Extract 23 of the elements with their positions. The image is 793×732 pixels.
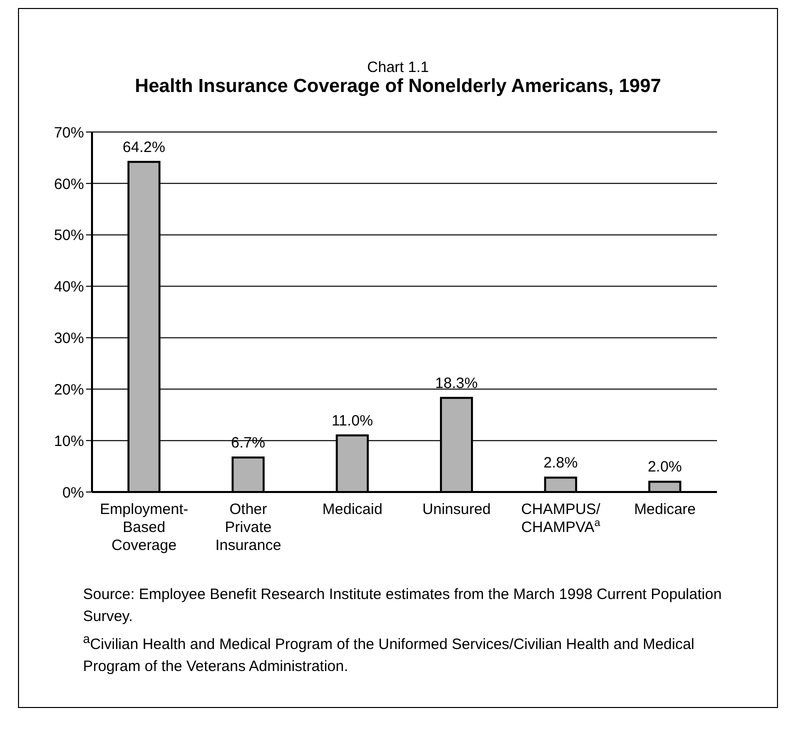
data-label: 11.0%: [332, 412, 374, 430]
x-tick-label: Medicare: [634, 501, 696, 518]
x-tick-label: CHAMPUS/ CHAMPVA$^{a}$: [521, 501, 602, 536]
y-tick-label: 50%: [54, 227, 84, 244]
data-label: 2.8%: [544, 454, 578, 472]
chart-title: Health Insurance Coverage of Nonelderly Americans, 1997: [134, 76, 662, 98]
y-tick-label: 0%: [62, 484, 84, 502]
y-tick-label: 20%: [54, 381, 84, 398]
x-tick-label: Medicaid: [322, 501, 382, 518]
y-tick-label: 70%: [54, 124, 84, 142]
data-label: 64.2%: [122, 138, 166, 156]
x-tick-label: Employment-Based Coverage: [100, 501, 188, 554]
y-tick-label: 30%: [54, 330, 84, 348]
text: $^{a}$Civilian Health and Medical Program of the Uniformed Services/Civilian Health and Medical Program of the Veterans Administration.: [83, 631, 696, 677]
data-label: 18.3%: [435, 374, 478, 392]
x-tick-label: Uninsured: [422, 501, 491, 518]
y-tick-label: 60%: [54, 176, 84, 193]
y-tick-label: 10%: [54, 432, 84, 450]
data-label: 2.0%: [648, 458, 682, 476]
chart-subtitle: Chart 1.1: [366, 59, 430, 76]
y-tick-label: 40%: [54, 278, 84, 296]
x-tick-label: Other Private Insurance: [215, 501, 282, 554]
source-note: Source: Employee Benefit Research Institute estimates from the March 1998 Current Population Survey.: [83, 585, 723, 627]
